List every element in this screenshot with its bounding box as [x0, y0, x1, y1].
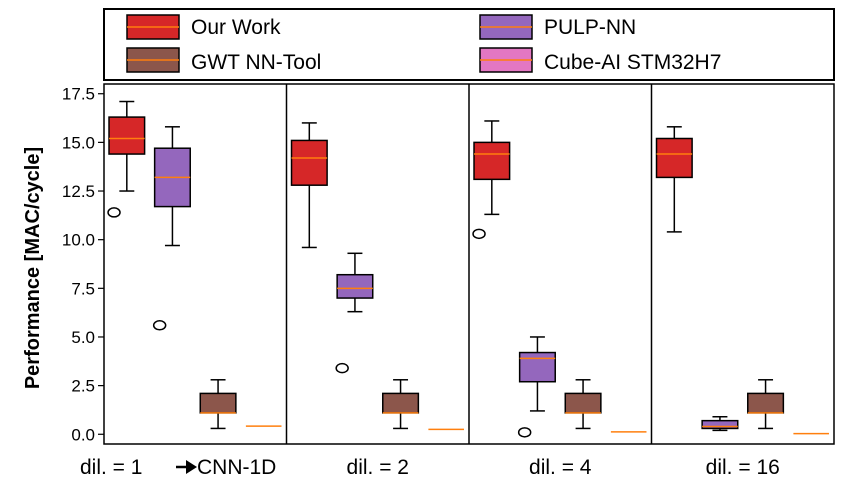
- legend-entry-our-work: Our Work: [126, 14, 281, 40]
- y-tick-label: 2.5: [71, 377, 95, 396]
- box-body: [473, 141, 511, 181]
- box-gwt-nn-tool-1: [199, 379, 237, 430]
- y-tick-label: 12.5: [62, 182, 95, 201]
- y-tick-label: 10.0: [62, 231, 95, 250]
- outlier-point: [472, 228, 486, 240]
- box-body: [701, 419, 739, 430]
- box-body: [518, 351, 556, 383]
- box-gwt-nn-tool-4: [747, 379, 785, 430]
- x-label-1: dil. = 1: [80, 456, 142, 479]
- y-tick-label: 7.5: [71, 279, 95, 298]
- box-pulp-nn-4: [701, 416, 739, 432]
- box-our-work-1: [107, 100, 146, 218]
- outlier-point: [152, 320, 167, 331]
- x-label-2: dil. = 2: [347, 456, 409, 479]
- legend: Our Work PULP-NN GWT NN-Tool Cube-AI STM…: [103, 8, 835, 81]
- x-label-note: CNN-1D: [197, 456, 276, 479]
- x-label-3: dil. = 4: [529, 456, 592, 479]
- y-tick-label: 5.0: [71, 328, 95, 347]
- box-marks: [107, 100, 829, 438]
- box-pulp-nn-2: [335, 252, 374, 374]
- y-tick-label: 17.5: [62, 85, 95, 104]
- box-pulp-nn-3: [517, 336, 556, 438]
- box-our-work-3: [472, 120, 511, 240]
- legend-label-cube-ai: Cube-AI STM32H7: [544, 51, 721, 74]
- outlier-point: [107, 207, 121, 218]
- box-body: [336, 273, 374, 299]
- outlier-point: [517, 427, 532, 438]
- legend-entry-cube-ai: Cube-AI STM32H7: [479, 47, 721, 74]
- x-axis-labels: dil. = 1 CNN-1D dil. = 2 dil. = 4 dil. = 16: [80, 456, 780, 479]
- box-our-work-4: [655, 126, 693, 233]
- box-gwt-nn-tool-3: [564, 379, 602, 430]
- legend-frame: [103, 8, 835, 81]
- outlier-point: [335, 362, 349, 374]
- y-tick-label: 0.0: [71, 425, 95, 444]
- box-body: [382, 392, 420, 414]
- legend-label-gwt-nn-tool: GWT NN-Tool: [191, 51, 321, 74]
- plot-frame: [103, 83, 835, 445]
- legend-entry-pulp-nn: PULP-NN: [479, 14, 636, 40]
- box-body: [564, 392, 602, 414]
- box-gwt-nn-tool-2: [382, 379, 420, 430]
- legend-label-pulp-nn: PULP-NN: [544, 16, 636, 39]
- box-body: [199, 392, 237, 414]
- box-body: [747, 392, 785, 414]
- legend-label-our-work: Our Work: [191, 16, 281, 39]
- box-pulp-nn-1: [152, 126, 191, 331]
- x-label-4: dil. = 16: [706, 456, 780, 479]
- box-body: [655, 137, 693, 179]
- arrow-right-icon-head: [186, 460, 197, 474]
- y-tick-label: 15.0: [62, 133, 95, 152]
- box-our-work-2: [290, 122, 328, 249]
- box-body: [290, 139, 328, 186]
- box-body: [108, 116, 146, 155]
- y-axis-label: Performance [MAC/cycle]: [22, 147, 44, 389]
- y-axis: 0.0 2.5 5.0 7.5 10.0 12.5 15.0 17.5: [62, 85, 104, 444]
- legend-entry-gwt-nn-tool: GWT NN-Tool: [126, 47, 321, 74]
